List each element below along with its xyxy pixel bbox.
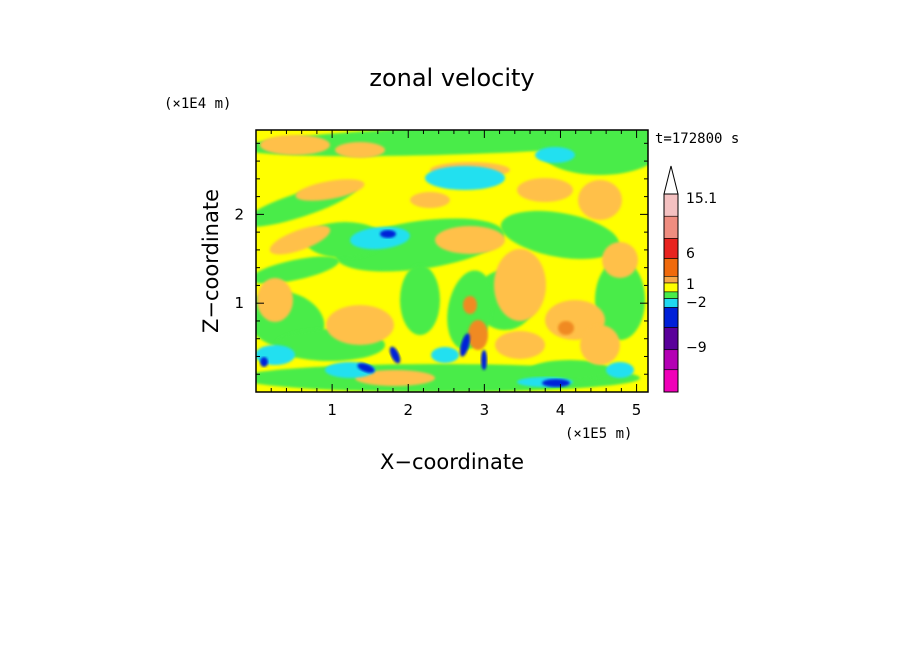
colorbar-cell (663, 238, 679, 259)
y-axis-label: Z−coordinate (199, 189, 223, 333)
contour-patch (540, 130, 648, 175)
colorbar-cell (663, 369, 679, 393)
contour-patch (530, 360, 610, 380)
contour-patch (380, 230, 396, 238)
contour-patch (357, 363, 375, 373)
chart-title: zonal velocity (369, 64, 534, 92)
contour-patch (431, 347, 459, 363)
colorbar-label: 1 (686, 277, 695, 293)
x-tick-label: 3 (480, 401, 490, 419)
contour-patch (425, 166, 505, 190)
contour-patch (500, 210, 620, 260)
contour-patch (355, 370, 435, 386)
y-tick-label: 1 (234, 294, 244, 312)
colorbar-extend-triangle (663, 165, 679, 195)
colorbar-cell (663, 327, 679, 351)
contour-patch (326, 305, 394, 345)
contour-patch (468, 320, 488, 350)
x-tick-labels: 1 2 3 4 5 (327, 401, 641, 419)
colorbar-cell (663, 258, 679, 277)
colorbar-label: 15.1 (686, 191, 717, 207)
contour-patch (517, 178, 573, 202)
colorbar-cell (663, 193, 679, 217)
contour-patch (435, 226, 505, 254)
colorbar-frame (663, 193, 679, 393)
contour-patch (400, 265, 440, 335)
contour-patch (389, 346, 401, 364)
contour-patch (495, 331, 545, 359)
colorbar-label: 6 (686, 246, 695, 262)
contour-patch (481, 350, 487, 370)
contour-patch (602, 242, 638, 278)
colorbar-labels: 15.1 6 1 −2 −9 (686, 191, 717, 356)
contour-patch (494, 249, 546, 321)
contour-patch (335, 142, 385, 158)
colorbar-label: −2 (686, 295, 707, 311)
contour-patch (260, 357, 268, 367)
contour-patch (463, 296, 477, 314)
x-tick-label: 1 (327, 401, 337, 419)
contour-field (256, 130, 648, 392)
x-tick-label: 4 (556, 401, 566, 419)
contour-patch (558, 321, 574, 335)
contour-patch (410, 192, 450, 208)
colorbar-cell (663, 291, 679, 299)
contour-patch (295, 179, 365, 201)
y-tick-labels: 12 (234, 205, 244, 312)
contour-patch (580, 325, 620, 365)
contour-patch (260, 135, 330, 155)
colorbar-cell (663, 349, 679, 371)
x-tick-label: 5 (632, 401, 642, 419)
colorbar-cell (663, 215, 679, 239)
colorbar (663, 165, 679, 393)
contour-patch (256, 256, 340, 284)
x-axis-label: X−coordinate (380, 450, 524, 474)
axis-ticks (256, 130, 648, 392)
contour-patch (542, 379, 570, 387)
colorbar-label: −9 (686, 340, 707, 356)
colorbar-cell (663, 298, 679, 308)
colorbar-cell (663, 307, 679, 328)
y-unit-label: (×1E4 m) (164, 96, 231, 112)
contour-patch (606, 362, 634, 378)
y-tick-label: 2 (234, 205, 244, 223)
contour-patch (460, 333, 470, 357)
contour-patch (257, 278, 293, 322)
x-tick-label: 2 (403, 401, 413, 419)
time-label: t=172800 s (655, 131, 739, 147)
contour-patch (595, 260, 645, 340)
plot-frame (255, 129, 649, 393)
contour-patch (535, 147, 575, 163)
contour-patch (269, 225, 331, 255)
x-unit-label: (×1E5 m) (565, 426, 632, 442)
colorbar-cell (663, 282, 679, 293)
contour-patch (578, 180, 622, 220)
colorbar-cell (663, 276, 679, 284)
